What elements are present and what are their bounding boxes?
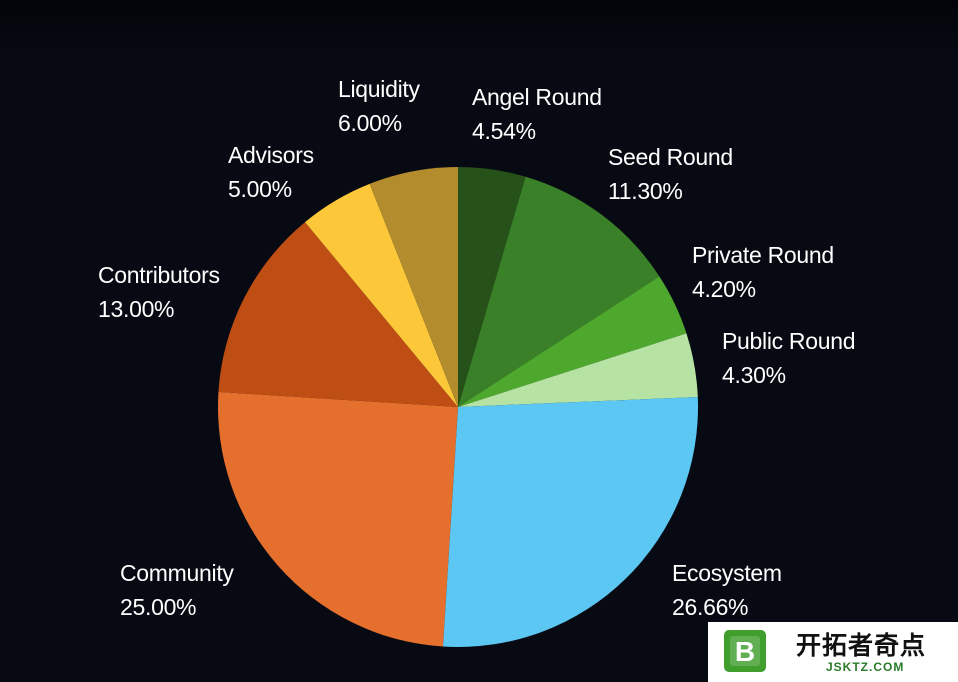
pie-slice-advisors — [305, 183, 458, 407]
pie-slice-contributors — [218, 222, 458, 407]
label-value: 11.30% — [608, 178, 683, 204]
label-value: 13.00% — [98, 296, 175, 322]
label-name: Private Round — [692, 242, 834, 268]
label-name: Public Round — [722, 328, 856, 354]
label-name: Ecosystem — [672, 560, 782, 586]
watermark-logo-icon: B — [724, 630, 766, 672]
label-value: 4.30% — [722, 362, 786, 388]
label-value: 4.20% — [692, 276, 756, 302]
watermark-title: 开拓者奇点 — [796, 631, 927, 660]
label-name: Liquidity — [338, 76, 420, 102]
label-community: Community 25.00% — [120, 556, 234, 624]
label-value: 26.66% — [672, 594, 749, 620]
pie-slice-seed-round — [458, 176, 660, 407]
pie-slice-angel-round — [458, 167, 526, 407]
label-name: Advisors — [228, 142, 314, 168]
label-name: Contributors — [98, 262, 220, 288]
pie-slice-public-round — [458, 333, 698, 407]
label-seed-round: Seed Round 11.30% — [608, 140, 733, 208]
label-value: 6.00% — [338, 110, 402, 136]
pie-slice-private-round — [458, 276, 687, 407]
label-value: 5.00% — [228, 176, 292, 202]
label-contributors: Contributors 13.00% — [98, 258, 220, 326]
watermark-logo-letter: B — [735, 636, 755, 667]
label-name: Community — [120, 560, 234, 586]
label-ecosystem: Ecosystem 26.66% — [672, 556, 782, 624]
label-name: Seed Round — [608, 144, 733, 170]
label-angel-round: Angel Round 4.54% — [472, 80, 602, 148]
label-public-round: Public Round 4.30% — [722, 324, 856, 392]
label-value: 4.54% — [472, 118, 536, 144]
watermark-banner: B 开拓者奇点 JSKTZ.COM — [708, 622, 958, 682]
label-value: 25.00% — [120, 594, 197, 620]
label-liquidity: Liquidity 6.00% — [338, 72, 420, 140]
pie-slice-liquidity — [369, 167, 458, 407]
watermark-subtitle: JSKTZ.COM — [826, 660, 905, 674]
pie-slice-community — [217, 391, 458, 647]
label-private-round: Private Round 4.20% — [692, 238, 834, 306]
pie-slice-ecosystem — [442, 397, 698, 648]
label-name: Angel Round — [472, 84, 602, 110]
label-advisors: Advisors 5.00% — [228, 138, 314, 206]
